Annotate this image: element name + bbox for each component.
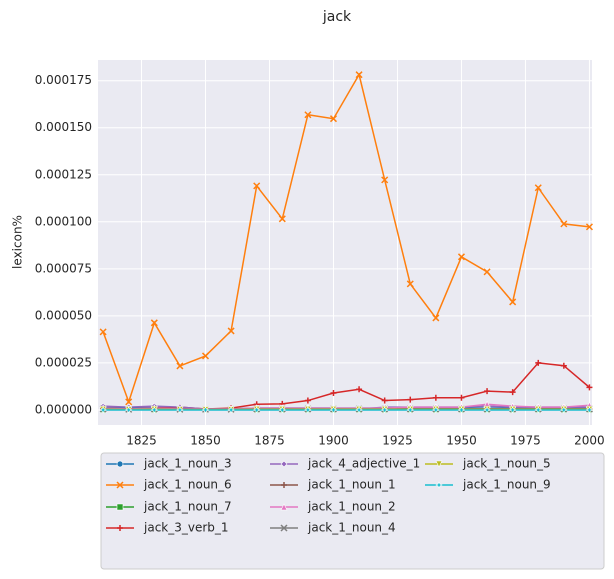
legend-marker [116, 503, 124, 511]
chart-title: jack [322, 9, 352, 25]
data-point [201, 406, 210, 414]
data-point [304, 406, 312, 414]
data-point [304, 111, 312, 119]
y-tick-label: 0.000025 [35, 355, 92, 369]
legend-label: jack_1_noun_1 [307, 478, 396, 492]
x-tick-label: 1875 [254, 434, 285, 448]
legend-label: jack_1_noun_3 [143, 457, 232, 471]
legend-marker [281, 482, 287, 488]
y-tick-label: 0.000075 [35, 261, 92, 275]
data-point [560, 220, 568, 228]
legend [100, 452, 605, 570]
data-point [509, 389, 516, 396]
legend-marker [117, 525, 123, 531]
data-point [585, 406, 594, 414]
legend-marker [435, 460, 443, 468]
x-tick-label: 1950 [446, 434, 477, 448]
x-tick-label: 2000 [574, 434, 605, 448]
data-point [432, 406, 440, 414]
series-line [102, 72, 590, 405]
data-point [330, 390, 337, 397]
data-point [355, 71, 363, 79]
x-tick-label: 1925 [382, 434, 413, 448]
data-point [535, 359, 542, 366]
data-point [407, 396, 414, 403]
x-tick-label: 1900 [318, 434, 349, 448]
data-point [201, 352, 210, 360]
data-point [99, 406, 107, 414]
data-point [560, 406, 568, 414]
y-tick-label: 0.000175 [35, 73, 92, 87]
data-point [176, 406, 184, 414]
legend-marker [116, 460, 124, 468]
y-tick-label: 0.000000 [35, 402, 92, 416]
data-point [329, 115, 338, 123]
data-point [381, 397, 388, 404]
data-point [227, 327, 235, 335]
data-point [278, 406, 286, 414]
data-point [484, 388, 491, 395]
data-point [355, 406, 363, 414]
data-point [125, 398, 133, 406]
data-point [381, 176, 389, 184]
data-point [534, 184, 542, 192]
y-tick-label: 0.000125 [35, 167, 92, 181]
data-point [457, 406, 466, 414]
legend-marker [435, 481, 443, 489]
legend-label: jack_1_noun_6 [143, 478, 232, 492]
legend-marker [116, 481, 124, 489]
legend-label: jack_1_noun_4 [307, 521, 396, 535]
data-point [356, 386, 363, 393]
legend-label: jack_3_verb_1 [143, 521, 229, 535]
y-tick-label: 0.000150 [35, 120, 92, 134]
data-point [176, 362, 184, 370]
legend-marker [280, 503, 288, 511]
data-point [227, 406, 235, 414]
data-point [329, 406, 338, 414]
y-axis-label: lexicon% [11, 215, 25, 269]
data-point [406, 406, 414, 414]
data-point [432, 314, 440, 322]
legend-marker [280, 460, 288, 468]
data-point [253, 406, 261, 414]
data-point [509, 298, 517, 306]
data-point [508, 406, 517, 414]
legend-marker [280, 524, 288, 532]
data-point [150, 319, 158, 327]
data-point [381, 406, 389, 414]
data-point [253, 182, 261, 190]
legend-label: jack_1_noun_7 [143, 500, 232, 514]
data-point [304, 397, 311, 404]
legend-label: jack_4_adjective_1 [307, 457, 420, 471]
x-tick-label: 1850 [190, 434, 221, 448]
data-point [125, 406, 133, 414]
data-point [432, 394, 439, 401]
data-point [483, 406, 491, 414]
x-tick-label: 1825 [126, 434, 157, 448]
y-tick-label: 0.000100 [35, 214, 92, 228]
data-point [586, 384, 593, 391]
data-point [99, 328, 107, 336]
data-point [278, 215, 286, 223]
data-point [483, 268, 491, 276]
plot-area [98, 60, 592, 425]
data-point [406, 280, 414, 288]
data-point [585, 223, 593, 231]
x-tick-label: 1975 [510, 434, 541, 448]
data-point [458, 394, 465, 401]
data-point [534, 406, 542, 414]
data-point [560, 362, 567, 369]
legend-label: jack_1_noun_5 [462, 457, 551, 471]
legend-label: jack_1_noun_9 [462, 478, 551, 492]
y-tick-label: 0.000050 [35, 308, 92, 322]
data-point [457, 253, 465, 261]
legend-label: jack_1_noun_2 [307, 500, 396, 514]
data-point [150, 406, 158, 414]
